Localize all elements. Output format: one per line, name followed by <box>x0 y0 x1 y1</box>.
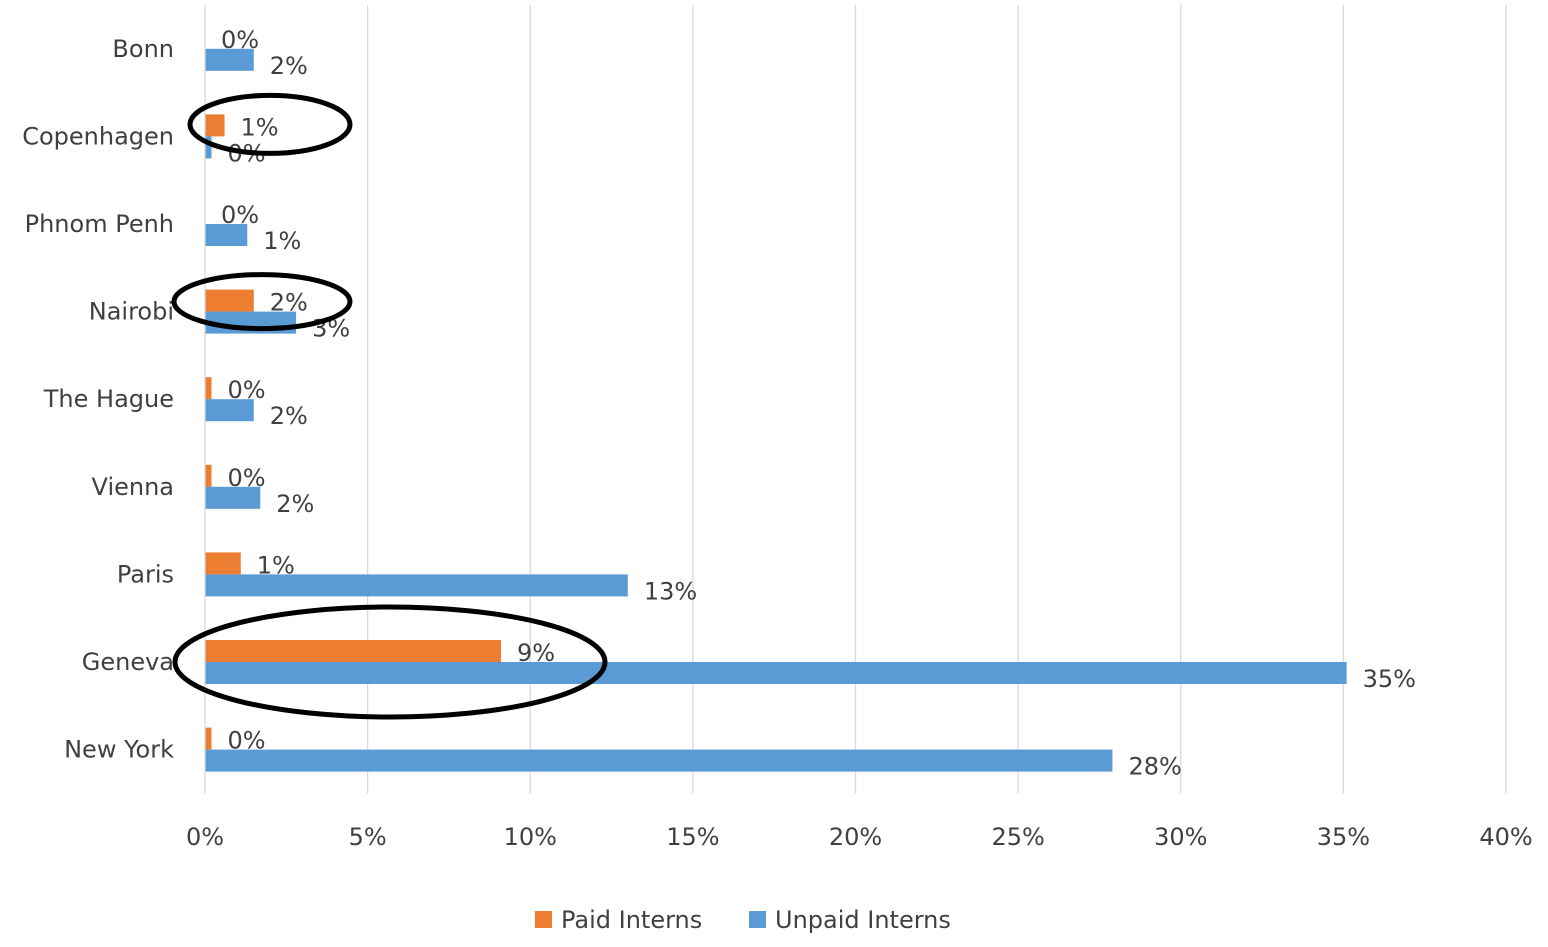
x-tick-label: 10% <box>504 823 557 851</box>
bars <box>205 48 1347 772</box>
x-tick-label: 0% <box>186 823 224 851</box>
bar-unpaid-interns <box>205 224 248 246</box>
bar-paid-interns <box>205 552 241 575</box>
bar-paid-interns <box>205 464 212 487</box>
x-tick-label: 30% <box>1154 823 1207 851</box>
data-label-unpaid: 35% <box>1363 665 1416 693</box>
data-label-unpaid: 2% <box>270 52 308 80</box>
category-label: Copenhagen <box>22 122 174 150</box>
data-label-unpaid: 13% <box>644 577 697 605</box>
data-label-paid: 1% <box>241 113 279 141</box>
bar-paid-interns <box>205 727 212 750</box>
bar-unpaid-interns <box>205 486 261 509</box>
highlight-ellipse <box>172 604 608 720</box>
bar-unpaid-interns <box>205 574 628 597</box>
category-label: The Hague <box>43 385 174 413</box>
category-label: Nairobi <box>89 298 174 326</box>
bar-unpaid-interns <box>205 136 212 159</box>
data-label-paid: 0% <box>228 376 266 404</box>
data-label-paid: 0% <box>221 26 259 54</box>
data-label-unpaid: 1% <box>263 227 301 255</box>
legend-label: Unpaid Interns <box>775 906 951 934</box>
data-label-paid: 0% <box>221 201 259 229</box>
bar-paid-interns <box>205 640 501 662</box>
data-label-paid: 0% <box>228 727 266 755</box>
category-label: Vienna <box>92 473 174 501</box>
category-label: Geneva <box>82 648 174 676</box>
grid-lines <box>366 5 1507 794</box>
legend-label: Paid Interns <box>561 906 702 934</box>
bar-unpaid-interns <box>205 48 254 71</box>
x-tick-label: 15% <box>666 823 719 851</box>
data-label-paid: 2% <box>270 289 308 317</box>
x-tick-label: 25% <box>991 823 1044 851</box>
x-tick-label: 40% <box>1479 823 1532 851</box>
category-label: Bonn <box>112 35 174 63</box>
x-tick-label: 20% <box>829 823 882 851</box>
bar-paid-interns <box>205 377 212 400</box>
x-tick-label: 35% <box>1317 823 1370 851</box>
bar-paid-interns <box>205 114 225 137</box>
legend-swatch <box>535 911 552 928</box>
category-label: New York <box>64 736 174 764</box>
data-label-paid: 1% <box>257 551 295 579</box>
axes: 0% 5% 10% 15% 20% 25% 30% 35% 40% Bonn Copenhagen P… <box>22 5 1533 851</box>
data-label-unpaid: 2% <box>276 490 314 518</box>
bar-unpaid-interns <box>205 662 1347 684</box>
highlight-ellipse <box>171 272 353 332</box>
data-label-paid: 0% <box>228 464 266 492</box>
highlight-ellipse <box>187 92 353 156</box>
category-label: Phnom Penh <box>25 210 174 238</box>
x-tick-label: 5% <box>349 823 387 851</box>
data-label-unpaid: 28% <box>1128 753 1181 781</box>
category-label: Paris <box>117 560 174 588</box>
bar-paid-interns <box>205 289 254 312</box>
data-label-unpaid: 2% <box>270 402 308 430</box>
bar-unpaid-interns <box>205 749 1113 772</box>
legend: Paid Interns Unpaid Interns <box>535 906 951 934</box>
data-labels: 0%2%1%0%0%1%2%3%0%2%0%2%1%13%9%35%0%28% <box>221 26 1416 781</box>
annotation-ellipses <box>171 92 608 720</box>
data-label-paid: 9% <box>517 639 555 667</box>
bar-unpaid-interns <box>205 399 254 422</box>
legend-swatch <box>749 911 766 928</box>
